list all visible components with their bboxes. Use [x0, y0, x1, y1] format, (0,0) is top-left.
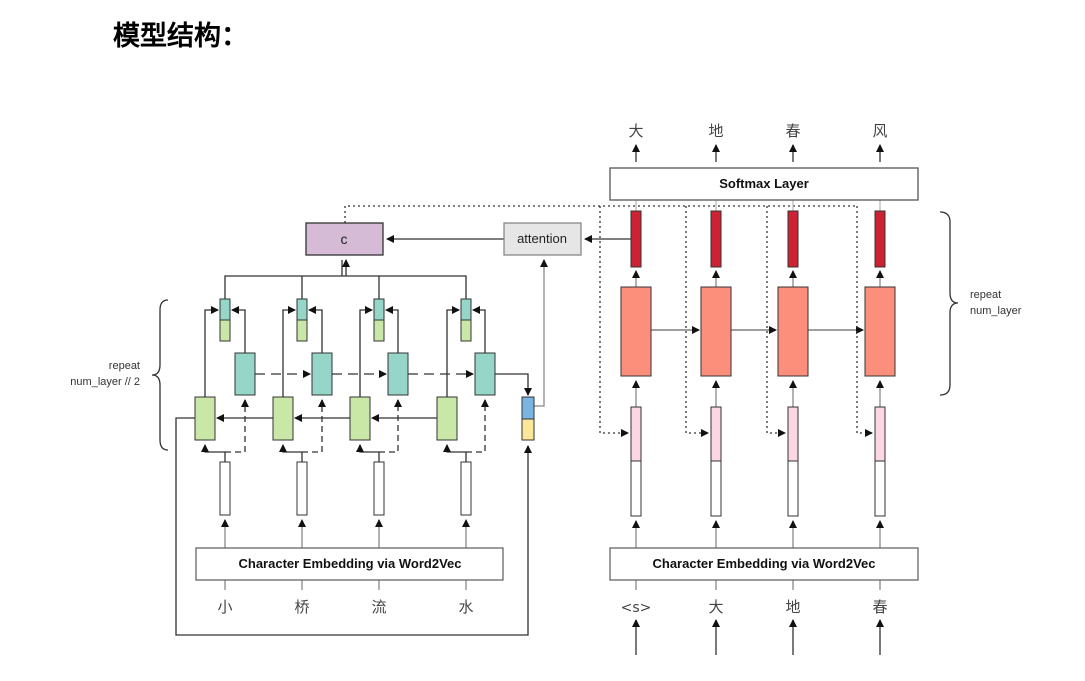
forward-to-concat-arrow [359, 306, 373, 397]
left-brace [151, 299, 169, 451]
encoder-embedding-label: Character Embedding via Word2Vec [239, 556, 462, 571]
context-feed-arrow [685, 206, 709, 437]
encoder-embedding-vector [219, 461, 231, 516]
decoder-embedding-vector [874, 460, 886, 517]
context-feed-arrow [766, 206, 786, 437]
decoder-output-vector [710, 210, 722, 268]
encoder-backward-rnn-cell [311, 352, 333, 396]
encoder-input-char: 水 [458, 598, 473, 616]
decoder-output-char: 春 [785, 122, 800, 140]
forward-to-concat-arrow [282, 306, 296, 397]
decoder-rnn-cell [620, 286, 652, 377]
context-label: c [341, 231, 348, 247]
decoder-input-char: 大 [708, 598, 723, 616]
encoder-repeat-count: num_layer // 2 [70, 376, 140, 388]
encoder-backward-rnn-cell [474, 352, 496, 396]
context-box [305, 222, 384, 256]
decoder-output-vector [787, 210, 799, 268]
encoder-repeat-label: repeat [109, 360, 140, 372]
decoder-rnn-cell [777, 286, 809, 377]
decoder-embedding-label: Character Embedding via Word2Vec [653, 556, 876, 571]
page-title: 模型结构： [113, 21, 248, 52]
decoder-embedding-context [710, 406, 722, 462]
right-brace [939, 211, 959, 396]
backward-input-arrow [379, 399, 402, 453]
decoder-input-char: 地 [785, 598, 800, 616]
decoder-embedding-context [874, 406, 886, 462]
decoder-rnn-cell [700, 286, 732, 377]
decoder-embedding-context [787, 406, 799, 462]
decoder-output-vector [630, 210, 642, 268]
encoder-embedding-box [195, 547, 504, 581]
decoder-embedding-vector [710, 460, 722, 517]
softmax-layer-label: Softmax Layer [719, 176, 809, 191]
context-feed-arrow [599, 206, 629, 437]
context-feed-arrow [856, 206, 873, 437]
forward-input-arrow [201, 444, 226, 462]
decoder-output-char: 风 [872, 122, 887, 140]
backward-input-arrow [466, 399, 489, 453]
backward-to-concat-arrow [308, 306, 323, 353]
encoder-forward-rnn-cell [194, 396, 216, 441]
encoder-forward-rnn-cell [349, 396, 371, 441]
attention-box [503, 222, 582, 256]
encoder-state-top [521, 396, 535, 420]
forward-input-arrow [356, 444, 380, 462]
encoder-concat-backward [219, 298, 231, 321]
backward-input-arrow [225, 399, 249, 453]
softmax-layer-box [609, 167, 919, 201]
forward-to-concat-arrow [446, 306, 460, 397]
decoder-output-char: 地 [708, 122, 723, 140]
encoder-input-char: 小 [217, 598, 232, 616]
encoder-backward-rnn-cell [387, 352, 409, 396]
decoder-output-char: 大 [628, 122, 643, 140]
encoder-concat-forward [373, 319, 385, 342]
encoder-input-char: 流 [371, 598, 386, 616]
decoder-input-char: <s> [621, 600, 652, 616]
decoder-output-vector [874, 210, 886, 268]
decoder-embedding-vector [787, 460, 799, 517]
decoder-input-char: 春 [872, 598, 887, 616]
encoder-embedding-vector [373, 461, 385, 516]
attention-label: attention [517, 231, 567, 246]
decoder-embedding-box [609, 547, 919, 581]
encoder-concat-forward [219, 319, 231, 342]
decoder-embedding-vector [630, 460, 642, 517]
encoder-embedding-vector [460, 461, 472, 516]
decoder-embedding-context [630, 406, 642, 462]
backward-to-concat-arrow [231, 306, 246, 353]
encoder-concat-backward [460, 298, 472, 321]
decoder-rnn-cell [864, 286, 896, 377]
forward-input-arrow [279, 444, 303, 462]
backward-input-arrow [302, 399, 326, 453]
encoder-concat-forward [296, 319, 308, 342]
encoder-backward-rnn-cell [234, 352, 256, 396]
decoder-repeat-count: num_layer [970, 305, 1022, 317]
encoder-embedding-vector [296, 461, 308, 516]
encoder-concat-backward [296, 298, 308, 321]
encoder-forward-rnn-cell [272, 396, 294, 441]
forward-input-arrow [443, 444, 467, 462]
forward-to-concat-arrow [204, 306, 219, 397]
backward-to-concat-arrow [472, 306, 486, 353]
encoder-concat-backward [373, 298, 385, 321]
encoder-input-char: 桥 [294, 598, 309, 616]
encoder-state-bottom [521, 418, 535, 441]
decoder-repeat-label: repeat [970, 289, 1001, 301]
encoder-concat-forward [460, 319, 472, 342]
backward-to-concat-arrow [385, 306, 399, 353]
encoder-forward-rnn-cell [436, 396, 458, 441]
